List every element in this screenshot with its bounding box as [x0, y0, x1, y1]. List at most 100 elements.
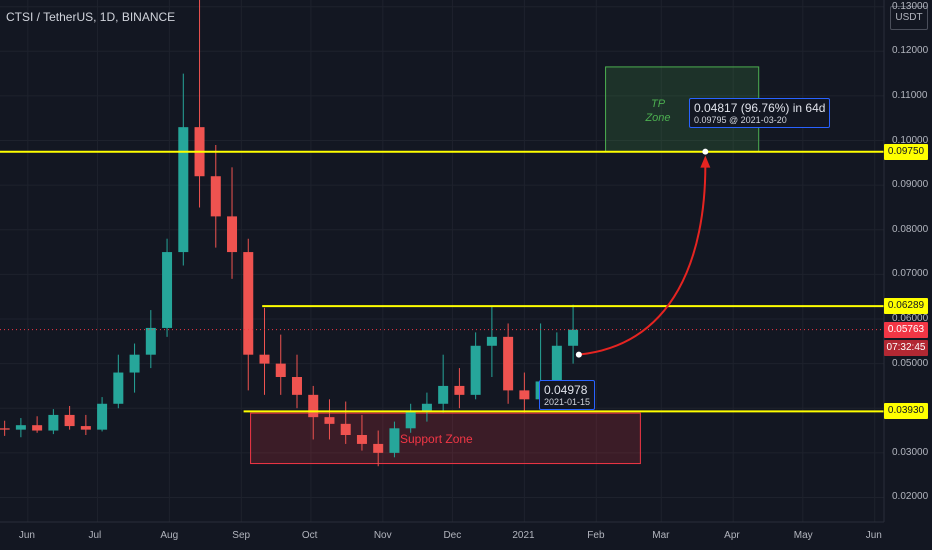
- candle: [373, 430, 384, 467]
- projection-arrow: [575, 148, 711, 358]
- candle-body: [32, 425, 43, 431]
- candle: [340, 401, 351, 444]
- chart-zones: [250, 66, 760, 465]
- tp-zone-line2: Zone: [645, 112, 671, 124]
- tp-zone-label: TP Zone: [598, 97, 718, 125]
- candle: [438, 354, 449, 413]
- candle: [48, 409, 59, 435]
- time-tick-label: Apr: [724, 530, 740, 541]
- candle-body: [243, 252, 254, 355]
- candle-body: [454, 385, 465, 395]
- candle: [291, 354, 302, 409]
- candle: [145, 310, 156, 369]
- start-callout: 0.04978 2021-01-15: [539, 380, 596, 410]
- candlestick-series: [0, 0, 579, 467]
- candle-body: [356, 435, 367, 444]
- time-tick-label: 2021: [512, 530, 535, 541]
- candle: [0, 420, 10, 436]
- candle: [80, 414, 91, 435]
- target-callout-sub: 0.09795 @ 2021-03-20: [694, 115, 787, 125]
- candle: [421, 392, 432, 422]
- currency-button[interactable]: USDT: [890, 6, 928, 30]
- price-tick-label: 0.11000: [892, 89, 928, 101]
- candle-body: [80, 426, 91, 430]
- target-point: [702, 148, 709, 155]
- candle-body: [178, 127, 189, 253]
- time-tick-label: Aug: [160, 530, 179, 541]
- candle: [259, 307, 270, 395]
- candle-body: [438, 385, 449, 404]
- tp-zone-line1: TP: [650, 98, 666, 110]
- candle: [64, 406, 75, 430]
- candle-body: [64, 414, 75, 427]
- candle: [405, 403, 416, 433]
- candle: [113, 354, 124, 409]
- target-callout-main: 0.04817 (96.76%) in 64d: [694, 101, 826, 115]
- chart-grid: [0, 0, 884, 522]
- projection-curve: [578, 165, 707, 356]
- candle-body: [470, 345, 481, 395]
- candle-body: [227, 216, 238, 253]
- candle: [243, 238, 254, 391]
- time-tick-label: Dec: [443, 530, 462, 541]
- price-tick-label: 0.06000: [892, 313, 929, 324]
- candle: [178, 73, 189, 266]
- candle: [308, 385, 319, 440]
- price-tick-label: 0.07000: [892, 268, 929, 280]
- candle-body: [486, 336, 497, 346]
- support-zone-box: [250, 412, 641, 465]
- price-tick-label: 0.10000: [892, 134, 929, 146]
- time-tick-label: Sep: [232, 530, 251, 541]
- candle-body: [551, 345, 562, 382]
- candle-body: [162, 252, 173, 328]
- candle: [486, 305, 497, 377]
- candle: [275, 334, 286, 395]
- time-tick-label: Oct: [301, 530, 318, 541]
- candle-body: [308, 394, 319, 418]
- support-zone-label: Support Zone: [400, 432, 473, 446]
- candle-body: [324, 417, 335, 424]
- candle: [227, 167, 238, 279]
- projection-arrowhead: [700, 155, 711, 168]
- time-tick-label: Feb: [587, 530, 605, 541]
- chart-title: CTSI / TetherUS, 1D, BINANCE: [6, 10, 176, 24]
- candle: [15, 418, 26, 438]
- candle-body: [503, 336, 514, 391]
- time-tick-label: Jul: [88, 530, 102, 541]
- price-tick-label: 0.12000: [892, 45, 929, 57]
- target-callout: 0.04817 (96.76%) in 64d 0.09795 @ 2021-0…: [689, 98, 831, 128]
- candle-body: [568, 329, 579, 346]
- price-tick-label: 0.09000: [892, 179, 929, 191]
- candle-body: [340, 423, 351, 435]
- candle: [568, 304, 579, 364]
- start-callout-main: 0.04978: [544, 383, 588, 397]
- start-callout-sub: 2021-01-15: [544, 397, 591, 407]
- candle: [389, 421, 400, 458]
- candle-body: [210, 176, 221, 217]
- level-price-badge: 0.09750: [884, 143, 928, 160]
- candle-body: [373, 443, 384, 453]
- candle: [210, 145, 221, 248]
- candle-body: [0, 428, 10, 430]
- candle-body: [145, 327, 156, 355]
- candle-body: [259, 354, 270, 364]
- bar-countdown-badge: 07:32:45: [884, 339, 928, 356]
- time-tick-label: May: [793, 530, 813, 541]
- candle-body: [275, 363, 286, 377]
- candle-body: [405, 410, 416, 429]
- candle-body: [421, 403, 432, 411]
- candle: [503, 323, 514, 404]
- price-tick-label: 0.03000: [892, 446, 929, 458]
- candle-body: [97, 403, 108, 430]
- candle-body: [15, 425, 26, 430]
- price-tick-label: 0.02000: [892, 491, 929, 503]
- time-tick-label: Nov: [373, 530, 392, 541]
- horizontal-levels[interactable]: [0, 150, 884, 413]
- start-point: [575, 351, 582, 358]
- candle-body: [129, 354, 140, 373]
- time-tick-label: Mar: [652, 530, 670, 541]
- candle: [162, 238, 173, 337]
- candle-body: [291, 377, 302, 395]
- price-tick-label: 0.08000: [892, 223, 929, 235]
